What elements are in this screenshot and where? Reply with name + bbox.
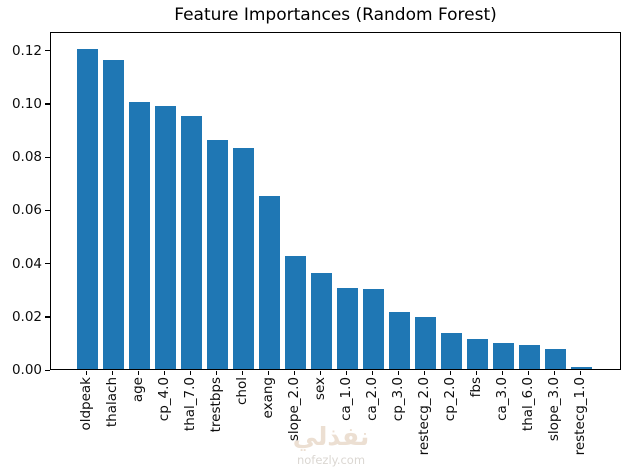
x-tick-label: sex xyxy=(312,377,329,401)
x-tick-label: trestbps xyxy=(208,377,225,433)
x-tick-label: chol xyxy=(234,377,251,405)
x-tick-label: oldpeak xyxy=(78,377,95,431)
x-tick-label: fbs xyxy=(468,377,485,398)
x-tick-label: thal_7.0 xyxy=(182,377,199,432)
watermark-url: nofezly.com xyxy=(296,453,366,467)
y-tick-mark xyxy=(45,209,50,212)
x-tick-mark xyxy=(164,371,166,375)
x-tick-label: slope_3.0 xyxy=(546,377,563,442)
x-tick-label: cp_4.0 xyxy=(156,377,173,422)
x-tick-label: slope_2.0 xyxy=(286,377,303,442)
bar-oldpeak xyxy=(77,48,99,369)
x-tick-mark xyxy=(216,371,218,375)
x-tick-mark xyxy=(450,371,452,375)
y-tick-mark xyxy=(45,103,50,105)
bar-chol xyxy=(233,148,255,369)
x-tick-mark xyxy=(424,371,426,375)
x-tick-label: cp_2.0 xyxy=(442,377,459,422)
bar-fbs xyxy=(467,338,489,369)
x-tick-mark xyxy=(138,371,140,375)
x-tick-label: restecg_2.0 xyxy=(416,377,433,456)
bar-slope_2.0 xyxy=(285,256,307,369)
x-tick-mark xyxy=(242,371,244,375)
x-tick-label: thal_6.0 xyxy=(520,377,537,432)
y-tick-label: 0.10 xyxy=(11,95,42,112)
x-tick-mark xyxy=(320,371,322,375)
x-tick-label: restecg_1.0 xyxy=(572,377,589,456)
bar-thalach xyxy=(103,59,125,369)
y-tick-label: 0.06 xyxy=(11,202,42,219)
x-tick-mark xyxy=(502,371,504,375)
bar-trestbps xyxy=(207,140,229,369)
y-tick-label: 0.12 xyxy=(11,42,42,59)
x-tick-mark xyxy=(554,371,556,375)
x-tick-mark xyxy=(528,371,530,375)
x-tick-label: exang xyxy=(260,377,277,419)
x-tick-label: ca_1.0 xyxy=(338,377,355,421)
x-tick-mark xyxy=(294,371,296,375)
x-tick-label: cp_3.0 xyxy=(390,377,407,422)
bar-thal_6.0 xyxy=(519,345,541,369)
bar-restecg_2.0 xyxy=(415,317,437,369)
x-tick-mark xyxy=(580,371,582,375)
bar-cp_4.0 xyxy=(155,106,177,369)
x-tick-mark xyxy=(476,371,478,375)
x-tick-label: age xyxy=(130,377,147,403)
y-tick-mark xyxy=(45,156,50,158)
bar-restecg_1.0 xyxy=(571,367,593,369)
x-tick-mark xyxy=(190,371,192,375)
y-tick-mark xyxy=(45,50,50,52)
x-tick-label: ca_3.0 xyxy=(494,377,511,421)
bar-ca_1.0 xyxy=(337,287,359,369)
y-tick-mark xyxy=(45,316,50,318)
plot-area xyxy=(50,32,621,370)
y-tick-label: 0.02 xyxy=(11,308,42,325)
bar-cp_2.0 xyxy=(441,333,463,369)
x-tick-label: ca_2.0 xyxy=(364,377,381,421)
y-tick-label: 0.04 xyxy=(11,255,42,272)
x-tick-mark xyxy=(346,371,348,375)
watermark-logo: نفذلي xyxy=(292,422,370,451)
bar-ca_3.0 xyxy=(493,342,515,369)
y-tick-label: 0.00 xyxy=(11,362,42,378)
bar-age xyxy=(129,101,151,369)
bar-sex xyxy=(311,272,333,369)
bar-ca_2.0 xyxy=(363,288,385,369)
bar-cp_3.0 xyxy=(389,311,411,369)
y-tick-mark xyxy=(45,263,50,265)
x-tick-mark xyxy=(112,371,114,375)
bar-slope_3.0 xyxy=(545,348,567,369)
x-tick-mark xyxy=(372,371,374,375)
chart-title: Feature Importances (Random Forest) xyxy=(174,5,497,25)
y-tick-label: 0.08 xyxy=(11,149,42,166)
bar-exang xyxy=(259,196,281,369)
y-tick-mark xyxy=(45,369,50,371)
bar-thal_7.0 xyxy=(181,115,203,369)
x-tick-mark xyxy=(268,371,270,375)
x-tick-mark xyxy=(398,371,400,375)
x-tick-label: thalach xyxy=(104,377,121,428)
x-tick-mark xyxy=(86,371,88,375)
